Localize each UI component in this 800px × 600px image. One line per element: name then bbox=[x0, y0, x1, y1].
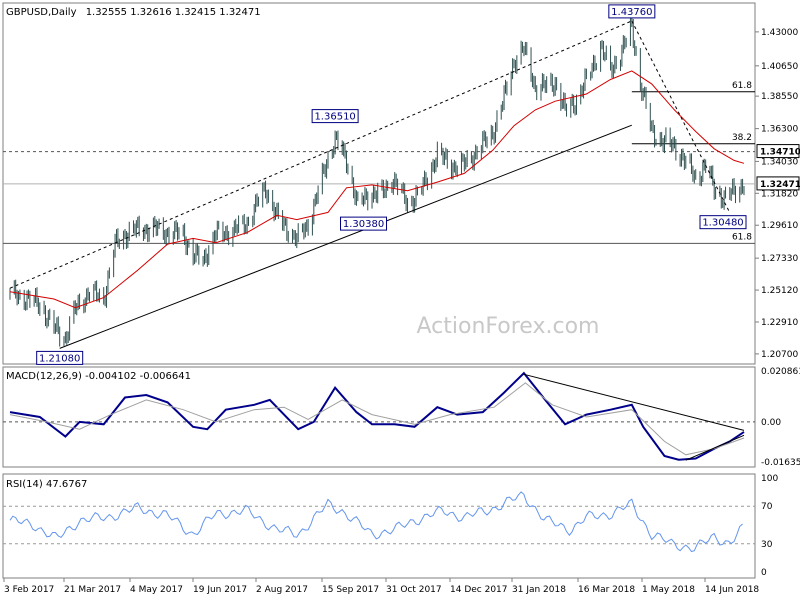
ohlc-values: 1.32555 1.32616 1.32415 1.32471 bbox=[86, 7, 261, 18]
x-tick-label-9: 16 Mar 2018 bbox=[578, 585, 635, 595]
macd-tick-label-0: 0.020861 bbox=[761, 367, 800, 377]
price-annotation-box-3 bbox=[608, 4, 656, 19]
rsi-tick-label-3: 0 bbox=[761, 568, 767, 578]
x-tick-label-7: 14 Dec 2017 bbox=[450, 585, 508, 595]
axis-labels: 1.43000 1.40650 1.38550 1.36300 1.34030 1.318… bbox=[3, 28, 800, 595]
price-annotation-3: 1.43760 bbox=[611, 7, 652, 18]
rsi-plot bbox=[3, 491, 755, 553]
price-annotation-box-4 bbox=[699, 215, 747, 230]
price-level-label-0: 1.34710 bbox=[760, 148, 800, 158]
price-annotation-4: 1.30480 bbox=[702, 218, 743, 229]
macd-title: MACD(12,26,9) -0.004102 -0.006641 bbox=[6, 371, 191, 382]
macd-panel-frame bbox=[2, 366, 756, 468]
macd-plot bbox=[3, 371, 755, 461]
price-level-box-0 bbox=[756, 144, 800, 159]
macd-line bbox=[9, 371, 745, 461]
rsi-tick-label-2: 30 bbox=[761, 540, 773, 550]
x-tick-label-8: 31 Jan 2018 bbox=[512, 585, 566, 595]
rsi-panel-frame bbox=[2, 473, 756, 579]
rsi-tick-label-0: 100 bbox=[761, 474, 778, 484]
rsi-tick-label-1: 70 bbox=[761, 502, 773, 512]
macd-tick-label-2: -0.016357 bbox=[761, 458, 800, 468]
price-annotation-box-1 bbox=[311, 109, 359, 124]
x-tick-label-11: 14 Jun 2018 bbox=[705, 585, 759, 595]
x-tick-label-10: 1 May 2018 bbox=[642, 585, 695, 595]
moving-average-line bbox=[9, 70, 745, 309]
rsi-title: RSI(14) 47.6767 bbox=[6, 479, 87, 490]
price-tick-label-7: 1.27330 bbox=[761, 254, 798, 264]
price-tick-label-9: 1.22910 bbox=[761, 318, 798, 328]
macd-tick-label-1: 0.00 bbox=[761, 418, 781, 428]
x-tick-label-4: 2 Aug 2017 bbox=[256, 585, 308, 595]
price-tick-label-1: 1.40650 bbox=[761, 62, 798, 72]
fib-label-38.2: 38.2 bbox=[732, 133, 752, 143]
price-plot: 61.8 61.8 38.2 1.21080 1.36510 1.30380 1.43760… bbox=[3, 4, 755, 365]
price-tick-label-4: 1.34030 bbox=[761, 157, 798, 167]
macd-trendline-1 bbox=[685, 434, 745, 461]
trendline-1 bbox=[9, 20, 632, 289]
rsi-line bbox=[9, 491, 743, 553]
x-tick-label-0: 3 Feb 2017 bbox=[4, 585, 54, 595]
price-tick-label-3: 1.36300 bbox=[761, 125, 798, 135]
price-annotation-0: 1.21080 bbox=[39, 353, 80, 364]
fib-label-1: 61.8 bbox=[732, 232, 752, 242]
x-tick-label-2: 4 May 2017 bbox=[130, 585, 183, 595]
symbol-label: GBPUSD,Daily bbox=[6, 7, 77, 18]
watermark: ActionForex.com bbox=[417, 314, 600, 339]
price-level-box-1 bbox=[756, 176, 800, 191]
price-tick-label-0: 1.43000 bbox=[761, 28, 798, 38]
price-tick-label-5: 1.31820 bbox=[761, 189, 798, 199]
price-tick-label-10: 1.20700 bbox=[761, 350, 798, 360]
fib-label-61.8: 61.8 bbox=[732, 81, 752, 91]
price-annotation-box-0 bbox=[36, 350, 84, 365]
price-level-label-1: 1.32471 bbox=[760, 180, 800, 190]
x-tick-label-3: 19 Jun 2017 bbox=[193, 585, 247, 595]
chart-header-symbol: GBPUSD,Daily 1.32555 1.32616 1.32415 1.3… bbox=[6, 7, 261, 18]
price-annotation-1: 1.36510 bbox=[314, 112, 355, 123]
price-annotation-box-2 bbox=[340, 216, 388, 231]
macd-signal-line bbox=[9, 382, 745, 456]
price-tick-label-6: 1.29610 bbox=[761, 221, 798, 231]
price-tick-label-2: 1.38550 bbox=[761, 92, 798, 102]
trendline-0 bbox=[59, 124, 632, 349]
x-tick-label-5: 15 Sep 2017 bbox=[322, 585, 379, 595]
x-tick-label-6: 31 Oct 2017 bbox=[386, 585, 442, 595]
price-annotation-2: 1.30380 bbox=[343, 219, 384, 230]
price-tick-label-8: 1.25120 bbox=[761, 286, 798, 296]
x-tick-label-1: 21 Mar 2017 bbox=[64, 585, 121, 595]
macd-trendline-0 bbox=[523, 373, 745, 431]
